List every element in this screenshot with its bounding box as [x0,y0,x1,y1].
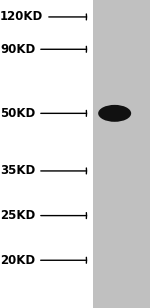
Text: 25KD: 25KD [0,209,87,222]
Bar [93,0,150,308]
Text: 20KD: 20KD [0,254,87,267]
Text: 50KD: 50KD [0,107,87,120]
Text: 120KD: 120KD [0,10,87,23]
Text: 35KD: 35KD [0,164,87,177]
Ellipse shape [98,105,131,122]
Text: 90KD: 90KD [0,43,87,56]
